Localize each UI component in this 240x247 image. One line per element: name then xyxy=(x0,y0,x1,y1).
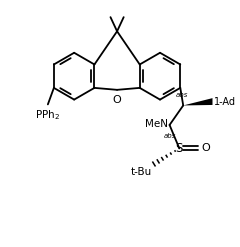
Text: O: O xyxy=(113,95,121,105)
Polygon shape xyxy=(183,98,212,105)
Text: abs: abs xyxy=(164,133,176,139)
Text: S: S xyxy=(176,142,183,155)
Text: O: O xyxy=(202,143,210,153)
Text: abs: abs xyxy=(175,92,188,98)
Text: 1-Ad: 1-Ad xyxy=(215,97,236,106)
Text: t-Bu: t-Bu xyxy=(131,167,152,177)
Text: PPh$_2$: PPh$_2$ xyxy=(35,108,60,122)
Text: MeN: MeN xyxy=(145,119,168,129)
